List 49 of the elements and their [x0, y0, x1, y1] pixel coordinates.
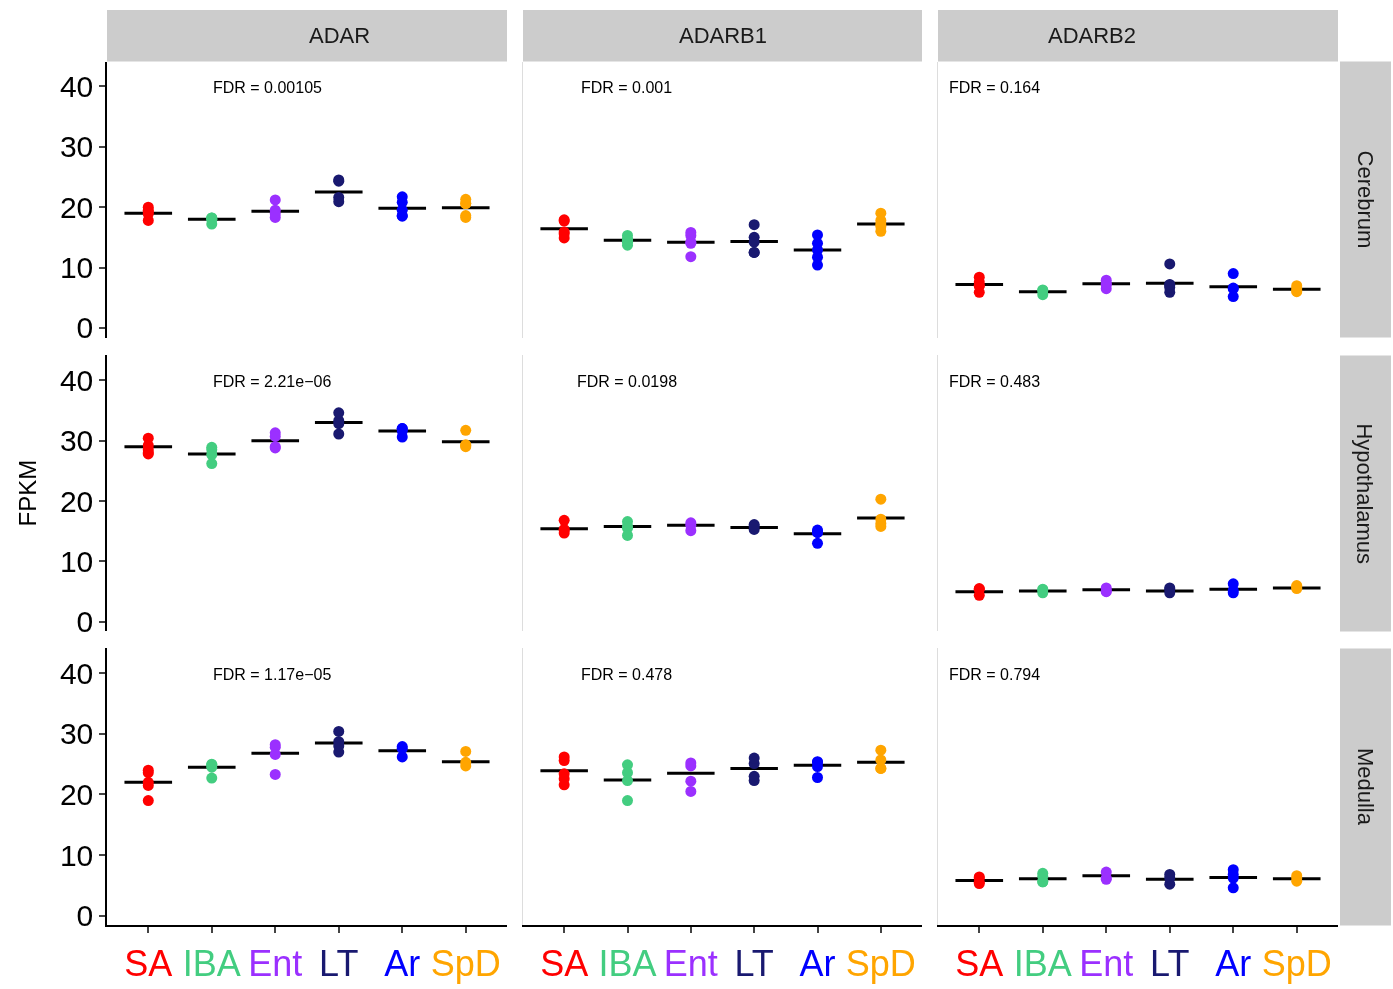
y-tick-label: 30: [59, 424, 94, 458]
annotation: FDR = 1.17e−05: [213, 666, 332, 683]
y2-axis-title: Cerebrum: [1352, 150, 1378, 249]
y-tick-label: 20: [59, 190, 94, 224]
y-tick-label: 0: [76, 311, 94, 345]
chart-title: ADAR: [309, 23, 371, 48]
x-tick-label: IBA: [1013, 943, 1072, 985]
x-tick-label: SA: [955, 943, 1004, 985]
y-tick-label: 20: [59, 777, 94, 811]
chart-title: ADARB1: [679, 23, 768, 48]
annotation: FDR = 0.001: [581, 79, 673, 96]
y-tick-label: 10: [59, 544, 94, 578]
annotation: FDR = 0.00105: [213, 79, 323, 96]
y-tick-label: 10: [59, 251, 94, 285]
x-tick-label: Ent: [663, 943, 718, 985]
y2-axis-title: Medulla: [1352, 747, 1378, 826]
chart-title: ADARB2: [1048, 23, 1137, 48]
x-tick-label: SA: [124, 943, 173, 985]
x-tick-label: Ent: [1079, 943, 1134, 985]
x-tick-label: SpD: [430, 943, 501, 985]
y-tick-label: 0: [76, 899, 94, 933]
y-tick-label: 30: [59, 130, 94, 164]
x-tick-label: SpD: [845, 943, 916, 985]
annotation: FDR = 0.164: [949, 79, 1041, 96]
y-tick-label: 10: [59, 838, 94, 872]
x-tick-label: Ar: [799, 943, 836, 985]
y-tick-label: 40: [59, 656, 94, 690]
y-tick-label: 20: [59, 484, 94, 518]
annotation: FDR = 0.0198: [577, 373, 678, 390]
x-tick-label: IBA: [182, 943, 241, 985]
y-tick-label: 30: [59, 717, 94, 751]
y2-axis-title: Hypothalamus: [1352, 423, 1378, 565]
y-tick-label: 40: [59, 363, 94, 397]
x-tick-label: LT: [734, 943, 774, 985]
y-tick-label: 40: [59, 69, 94, 103]
y-tick-label: 0: [76, 605, 94, 639]
annotation: FDR = 2.21e−06: [213, 373, 332, 390]
x-tick-label: Ent: [248, 943, 303, 985]
x-tick-label: Ar: [384, 943, 421, 985]
x-tick-label: SA: [540, 943, 589, 985]
x-tick-label: SpD: [1261, 943, 1332, 985]
annotation: FDR = 0.794: [949, 666, 1041, 683]
x-tick-label: LT: [319, 943, 359, 985]
y-axis-title: FPKM: [13, 459, 41, 527]
x-tick-label: IBA: [598, 943, 657, 985]
x-tick-label: LT: [1150, 943, 1190, 985]
annotation: FDR = 0.483: [949, 373, 1041, 390]
annotation: FDR = 0.478: [581, 666, 673, 683]
x-tick-label: Ar: [1215, 943, 1252, 985]
